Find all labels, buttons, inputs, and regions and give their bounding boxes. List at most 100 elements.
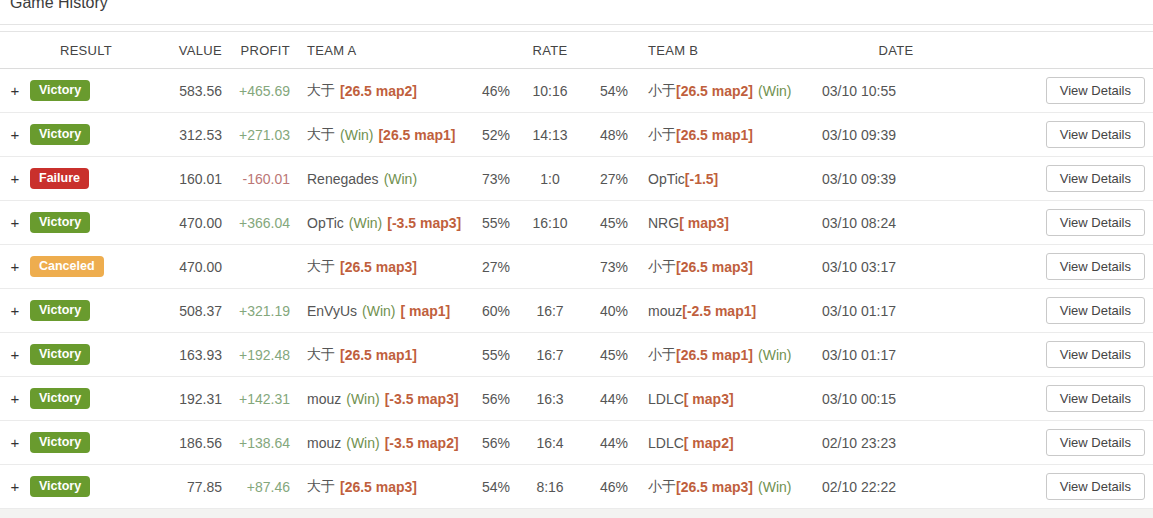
expand-row-button[interactable]: +: [11, 435, 20, 450]
value-text: 583.56: [179, 83, 222, 99]
team-b-cell: 小于[26.5 map2](Win): [644, 82, 820, 100]
view-details-button[interactable]: View Details: [1046, 253, 1145, 281]
value-text: 186.56: [179, 435, 222, 451]
value-text: 192.31: [179, 391, 222, 407]
team-a-handicap: [26.5 map1]: [378, 127, 455, 143]
profit-value: +465.69: [239, 83, 290, 99]
team-b-rate-cell: 48%: [584, 127, 644, 143]
result-cell: Victory: [30, 344, 142, 366]
table-row: + Victory 163.93 +192.48 大于[26.5 map1] 5…: [0, 333, 1153, 377]
date-text: 02/10 23:23: [822, 435, 896, 451]
score-text: 8:16: [536, 479, 563, 495]
expand-row-button[interactable]: +: [11, 303, 20, 318]
profit-cell: +138.64: [222, 435, 290, 451]
column-header-rate: RATE: [516, 43, 584, 58]
table-body: + Victory 583.56 +465.69 大于[26.5 map2] 4…: [0, 69, 1153, 509]
score-cell: 16:4: [516, 435, 584, 451]
view-details-button[interactable]: View Details: [1046, 209, 1145, 237]
result-cell: Victory: [30, 212, 142, 234]
team-b-handicap: [26.5 map1]: [676, 347, 753, 363]
details-cell: View Details: [970, 385, 1153, 413]
view-details-button[interactable]: View Details: [1046, 473, 1145, 501]
expand-row-button[interactable]: +: [11, 479, 20, 494]
team-b-rate: 45%: [600, 215, 628, 231]
team-a-rate: 56%: [482, 391, 510, 407]
score-text: 16:7: [536, 347, 563, 363]
result-cell: Victory: [30, 432, 142, 454]
view-details-button[interactable]: View Details: [1046, 429, 1145, 457]
team-a-rate-cell: 56%: [472, 435, 516, 451]
view-details-button[interactable]: View Details: [1046, 341, 1145, 369]
team-b-rate-cell: 44%: [584, 435, 644, 451]
team-b-name: 小于: [648, 258, 676, 276]
team-a-cell: 大于(Win)[26.5 map1]: [290, 126, 472, 144]
date-cell: 03/10 09:39: [820, 171, 970, 187]
footer-strip: [0, 509, 1153, 518]
score-text: 1:0: [540, 171, 559, 187]
team-b-cell: NRG[ map3]: [644, 215, 820, 231]
date-text: 03/10 03:17: [822, 259, 896, 275]
status-badge: Victory: [30, 212, 90, 234]
team-a-cell: EnVyUs(Win)[ map1]: [290, 303, 472, 319]
profit-value: +321.19: [239, 303, 290, 319]
value-text: 312.53: [179, 127, 222, 143]
profit-cell: +192.48: [222, 347, 290, 363]
team-a-rate: 52%: [482, 127, 510, 143]
date-text: 03/10 09:39: [822, 127, 896, 143]
date-text: 03/10 00:15: [822, 391, 896, 407]
team-a-cell: mouz(Win)[-3.5 map2]: [290, 435, 472, 451]
team-a-handicap: [26.5 map1]: [340, 347, 417, 363]
team-b-rate-cell: 27%: [584, 171, 644, 187]
table-row: + Canceled 470.00 大于[26.5 map3] 27% 73% …: [0, 245, 1153, 289]
status-badge: Canceled: [30, 256, 104, 278]
profit-cell: -160.01: [222, 171, 290, 187]
team-a-rate-cell: 27%: [472, 259, 516, 275]
result-cell: Victory: [30, 388, 142, 410]
team-b-rate-cell: 44%: [584, 391, 644, 407]
view-details-button[interactable]: View Details: [1046, 297, 1145, 325]
team-b-handicap: [26.5 map1]: [676, 127, 753, 143]
team-b-name: LDLC: [648, 391, 684, 407]
details-cell: View Details: [970, 209, 1153, 237]
profit-value: -160.01: [243, 171, 290, 187]
date-text: 02/10 22:22: [822, 479, 896, 495]
expand-row-button[interactable]: +: [11, 83, 20, 98]
expander-cell: +: [0, 435, 30, 450]
team-a-name: 大于: [307, 258, 335, 276]
expand-row-button[interactable]: +: [11, 215, 20, 230]
value-cell: 583.56: [142, 83, 222, 99]
team-b-handicap: [ map3]: [684, 391, 734, 407]
profit-value: +271.03: [239, 127, 290, 143]
score-cell: 16:7: [516, 303, 584, 319]
expand-row-button[interactable]: +: [11, 347, 20, 362]
team-a-rate-cell: 73%: [472, 171, 516, 187]
expand-row-button[interactable]: +: [11, 171, 20, 186]
details-cell: View Details: [970, 297, 1153, 325]
score-cell: 1:0: [516, 171, 584, 187]
profit-value: +87.46: [247, 479, 290, 495]
team-a-rate: 55%: [482, 215, 510, 231]
view-details-button[interactable]: View Details: [1046, 385, 1145, 413]
view-details-button[interactable]: View Details: [1046, 77, 1145, 105]
profit-value: +142.31: [239, 391, 290, 407]
team-b-handicap: [ map3]: [679, 215, 729, 231]
column-header-team-b: TEAM B: [644, 43, 820, 58]
value-text: 470.00: [179, 215, 222, 231]
table-row: + Victory 583.56 +465.69 大于[26.5 map2] 4…: [0, 69, 1153, 113]
profit-cell: +465.69: [222, 83, 290, 99]
status-badge: Victory: [30, 476, 90, 498]
team-a-win-flag: (Win): [349, 215, 382, 231]
view-details-button[interactable]: View Details: [1046, 165, 1145, 193]
expand-row-button[interactable]: +: [11, 259, 20, 274]
value-cell: 77.85: [142, 479, 222, 495]
team-a-rate-cell: 60%: [472, 303, 516, 319]
expand-row-button[interactable]: +: [11, 127, 20, 142]
date-cell: 03/10 00:15: [820, 391, 970, 407]
expand-row-button[interactable]: +: [11, 391, 20, 406]
view-details-button[interactable]: View Details: [1046, 121, 1145, 149]
team-a-rate: 46%: [482, 83, 510, 99]
team-a-cell: 大于[26.5 map2]: [290, 82, 472, 100]
score-text: 16:10: [532, 215, 567, 231]
team-b-cell: LDLC[ map2]: [644, 435, 820, 451]
table-row: + Victory 186.56 +138.64 mouz(Win)[-3.5 …: [0, 421, 1153, 465]
